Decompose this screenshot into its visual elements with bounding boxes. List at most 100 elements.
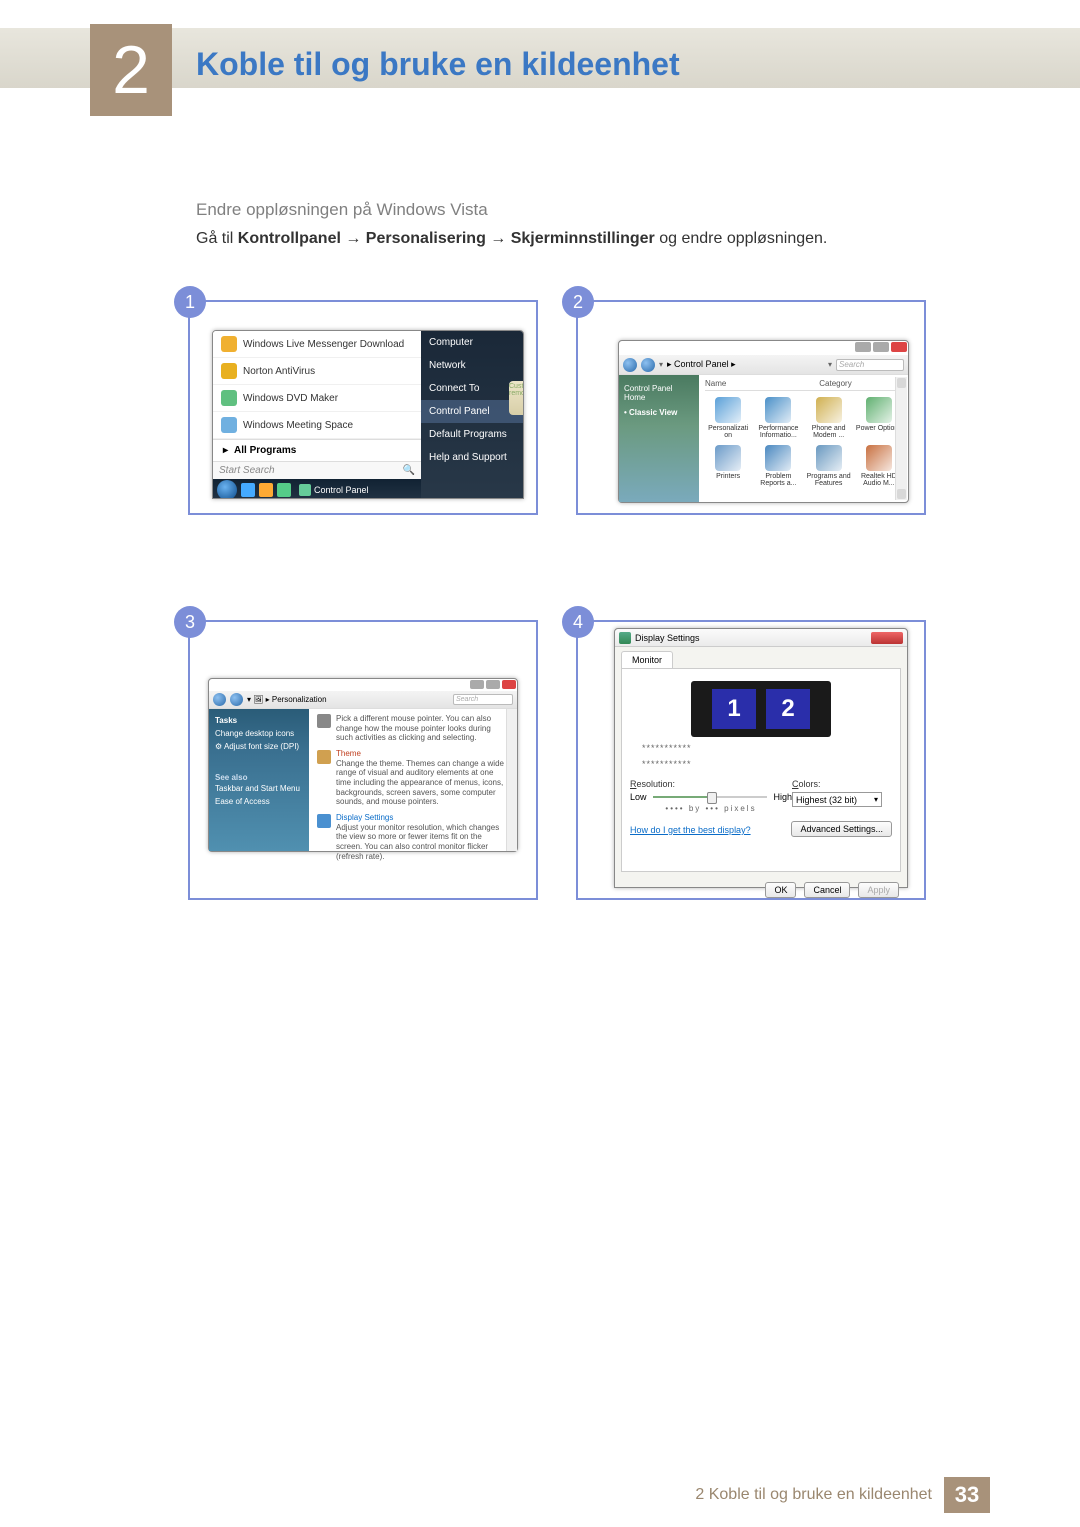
monitor-2[interactable]: 2 xyxy=(766,689,810,729)
classic-view-link[interactable]: • Classic View xyxy=(624,405,694,420)
scrollbar[interactable] xyxy=(895,377,907,500)
scrollbar[interactable] xyxy=(506,709,517,851)
start-menu-left: Windows Live Messenger DownloadNorton An… xyxy=(213,331,421,498)
back-button-icon[interactable] xyxy=(623,358,637,372)
task-link[interactable]: Change desktop icons xyxy=(215,727,303,740)
item-icon xyxy=(317,714,331,728)
cp-icon-label: Personalizati on xyxy=(705,425,751,439)
tab-content: 1 2 *********** *********** Resolution: … xyxy=(621,668,901,872)
page-title: Koble til og bruke en kildeenhet xyxy=(196,46,680,83)
instr-prefix: Gå til xyxy=(196,230,238,247)
instr-b2: Personalisering xyxy=(366,230,486,247)
see-also-link[interactable]: Taskbar and Start Menu xyxy=(215,782,303,795)
panel-4: 4 Display Settings Monitor 1 2 *********… xyxy=(576,620,926,900)
slider-track[interactable] xyxy=(653,796,768,798)
cp-icon[interactable]: Phone and Modem ... xyxy=(806,397,852,439)
cp-icon[interactable]: Programs and Features xyxy=(806,445,852,487)
personalization-item[interactable]: Display SettingsAdjust your monitor reso… xyxy=(317,813,509,861)
item-desc: Adjust your monitor resolution, which ch… xyxy=(336,823,509,861)
search-field[interactable]: Search xyxy=(453,694,513,705)
instr-b3: Skjerminnstillinger xyxy=(511,230,655,247)
start-menu-item[interactable]: Windows Live Messenger Download xyxy=(213,331,421,358)
breadcrumb[interactable]: ▾ 🖼 ▸ Personalization xyxy=(247,695,327,704)
masked-text: *********** xyxy=(642,759,892,769)
start-right-item[interactable]: Control Panel xyxy=(421,400,523,423)
taskbar-icon[interactable] xyxy=(259,483,273,497)
start-menu-item[interactable]: Windows Meeting Space xyxy=(213,412,421,439)
forward-button-icon[interactable] xyxy=(641,358,655,372)
panel-1: 1 Windows Live Messenger DownloadNorton … xyxy=(188,300,538,515)
monitor-preview: 1 2 xyxy=(691,681,831,737)
page-number: 33 xyxy=(955,1482,979,1508)
close-icon[interactable] xyxy=(871,632,903,644)
tab-strip: Monitor xyxy=(621,651,901,668)
close-icon[interactable] xyxy=(502,680,516,689)
taskbar-icon[interactable] xyxy=(241,483,255,497)
cancel-button[interactable]: Cancel xyxy=(804,882,850,898)
breadcrumb-sep: ▾ xyxy=(659,360,663,369)
colors-select[interactable]: Highest (32 bit) xyxy=(792,792,882,807)
start-search-input[interactable]: Start Search xyxy=(213,461,421,479)
start-right-item[interactable]: Help and Support xyxy=(421,446,523,469)
start-orb-icon[interactable] xyxy=(217,480,237,499)
advanced-settings-button[interactable]: Advanced Settings... xyxy=(791,821,892,837)
ok-button[interactable]: OK xyxy=(765,882,796,898)
item-title: Display Settings xyxy=(336,813,509,822)
badge-1: 1 xyxy=(174,286,206,318)
window-controls xyxy=(209,679,517,691)
task-link[interactable]: ⚙ Adjust font size (DPI) xyxy=(215,740,303,753)
panel-3: 3 ▾ 🖼 ▸ Personalization Search Tasks Cha… xyxy=(188,620,538,900)
start-right-item[interactable]: Connect To xyxy=(421,377,523,400)
monitor-1[interactable]: 1 xyxy=(712,689,756,729)
cp-icon-label: Problem Reports a... xyxy=(755,473,801,487)
hdr-category[interactable]: Category xyxy=(819,379,851,388)
footer: 2 Koble til og bruke en kildeenhet 33 xyxy=(90,1477,990,1513)
taskbar-control-panel[interactable]: Control Panel xyxy=(299,484,369,496)
cp-icon-label: Phone and Modem ... xyxy=(806,425,852,439)
personalization-item[interactable]: ThemeChange the theme. Themes can change… xyxy=(317,749,509,807)
tab-monitor[interactable]: Monitor xyxy=(621,651,673,668)
badge-2: 2 xyxy=(562,286,594,318)
personalization-window: ▾ 🖼 ▸ Personalization Search Tasks Chang… xyxy=(208,678,518,852)
start-menu-item[interactable]: Windows DVD Maker xyxy=(213,385,421,412)
start-menu-item[interactable]: Norton AntiVirus xyxy=(213,358,421,385)
help-link[interactable]: How do I get the best display? xyxy=(630,825,751,835)
start-right-item[interactable]: Default Programs xyxy=(421,423,523,446)
instr-suffix: og endre oppløsningen. xyxy=(655,230,828,247)
start-right-item[interactable]: Computer xyxy=(421,331,523,354)
cp-icon[interactable]: Problem Reports a... xyxy=(755,445,801,487)
search-field[interactable]: Search xyxy=(836,359,904,371)
minimize-icon[interactable] xyxy=(470,680,484,689)
personalization-item[interactable]: Pick a different mouse pointer. You can … xyxy=(317,713,509,743)
minimize-icon[interactable] xyxy=(855,342,871,352)
cp-icon[interactable]: Printers xyxy=(705,445,751,487)
close-icon[interactable] xyxy=(891,342,907,352)
see-also-link[interactable]: Ease of Access xyxy=(215,795,303,808)
hdr-name[interactable]: Name xyxy=(705,379,819,388)
chapter-number: 2 xyxy=(112,31,150,109)
slider-high: High xyxy=(773,792,792,802)
back-button-icon[interactable] xyxy=(213,693,226,706)
control-panel-window: ▾ ▸ Control Panel ▸ ▾ Search Control Pan… xyxy=(618,340,909,503)
cp-glyph-icon xyxy=(816,445,842,471)
all-programs[interactable]: All Programs xyxy=(213,439,421,461)
cp-sidebar: Control Panel Home • Classic View xyxy=(619,375,699,502)
resolution-slider[interactable]: Low High xyxy=(630,792,792,802)
cp-home-link[interactable]: Control Panel Home xyxy=(624,381,694,405)
vista-sidebar-stub: Cust remo xyxy=(509,381,523,415)
cp-icon[interactable]: Personalizati on xyxy=(705,397,751,439)
chapter-number-box: 2 xyxy=(90,24,172,116)
item-icon xyxy=(317,750,331,764)
apply-button[interactable]: Apply xyxy=(858,882,899,898)
panel-2: 2 ▾ ▸ Control Panel ▸ ▾ Search Control P… xyxy=(576,300,926,515)
start-right-item[interactable]: Network xyxy=(421,354,523,377)
cp-icon[interactable]: Performance Informatio... xyxy=(755,397,801,439)
taskbar-icon[interactable] xyxy=(277,483,291,497)
instr-a1: → xyxy=(341,230,366,247)
start-menu-right: ComputerNetworkConnect ToControl PanelDe… xyxy=(421,331,523,498)
forward-button-icon[interactable] xyxy=(230,693,243,706)
maximize-icon[interactable] xyxy=(486,680,500,689)
maximize-icon[interactable] xyxy=(873,342,889,352)
breadcrumb[interactable]: ▸ Control Panel ▸ xyxy=(667,359,736,370)
panel-grid: 1 Windows Live Messenger DownloadNorton … xyxy=(188,300,926,900)
